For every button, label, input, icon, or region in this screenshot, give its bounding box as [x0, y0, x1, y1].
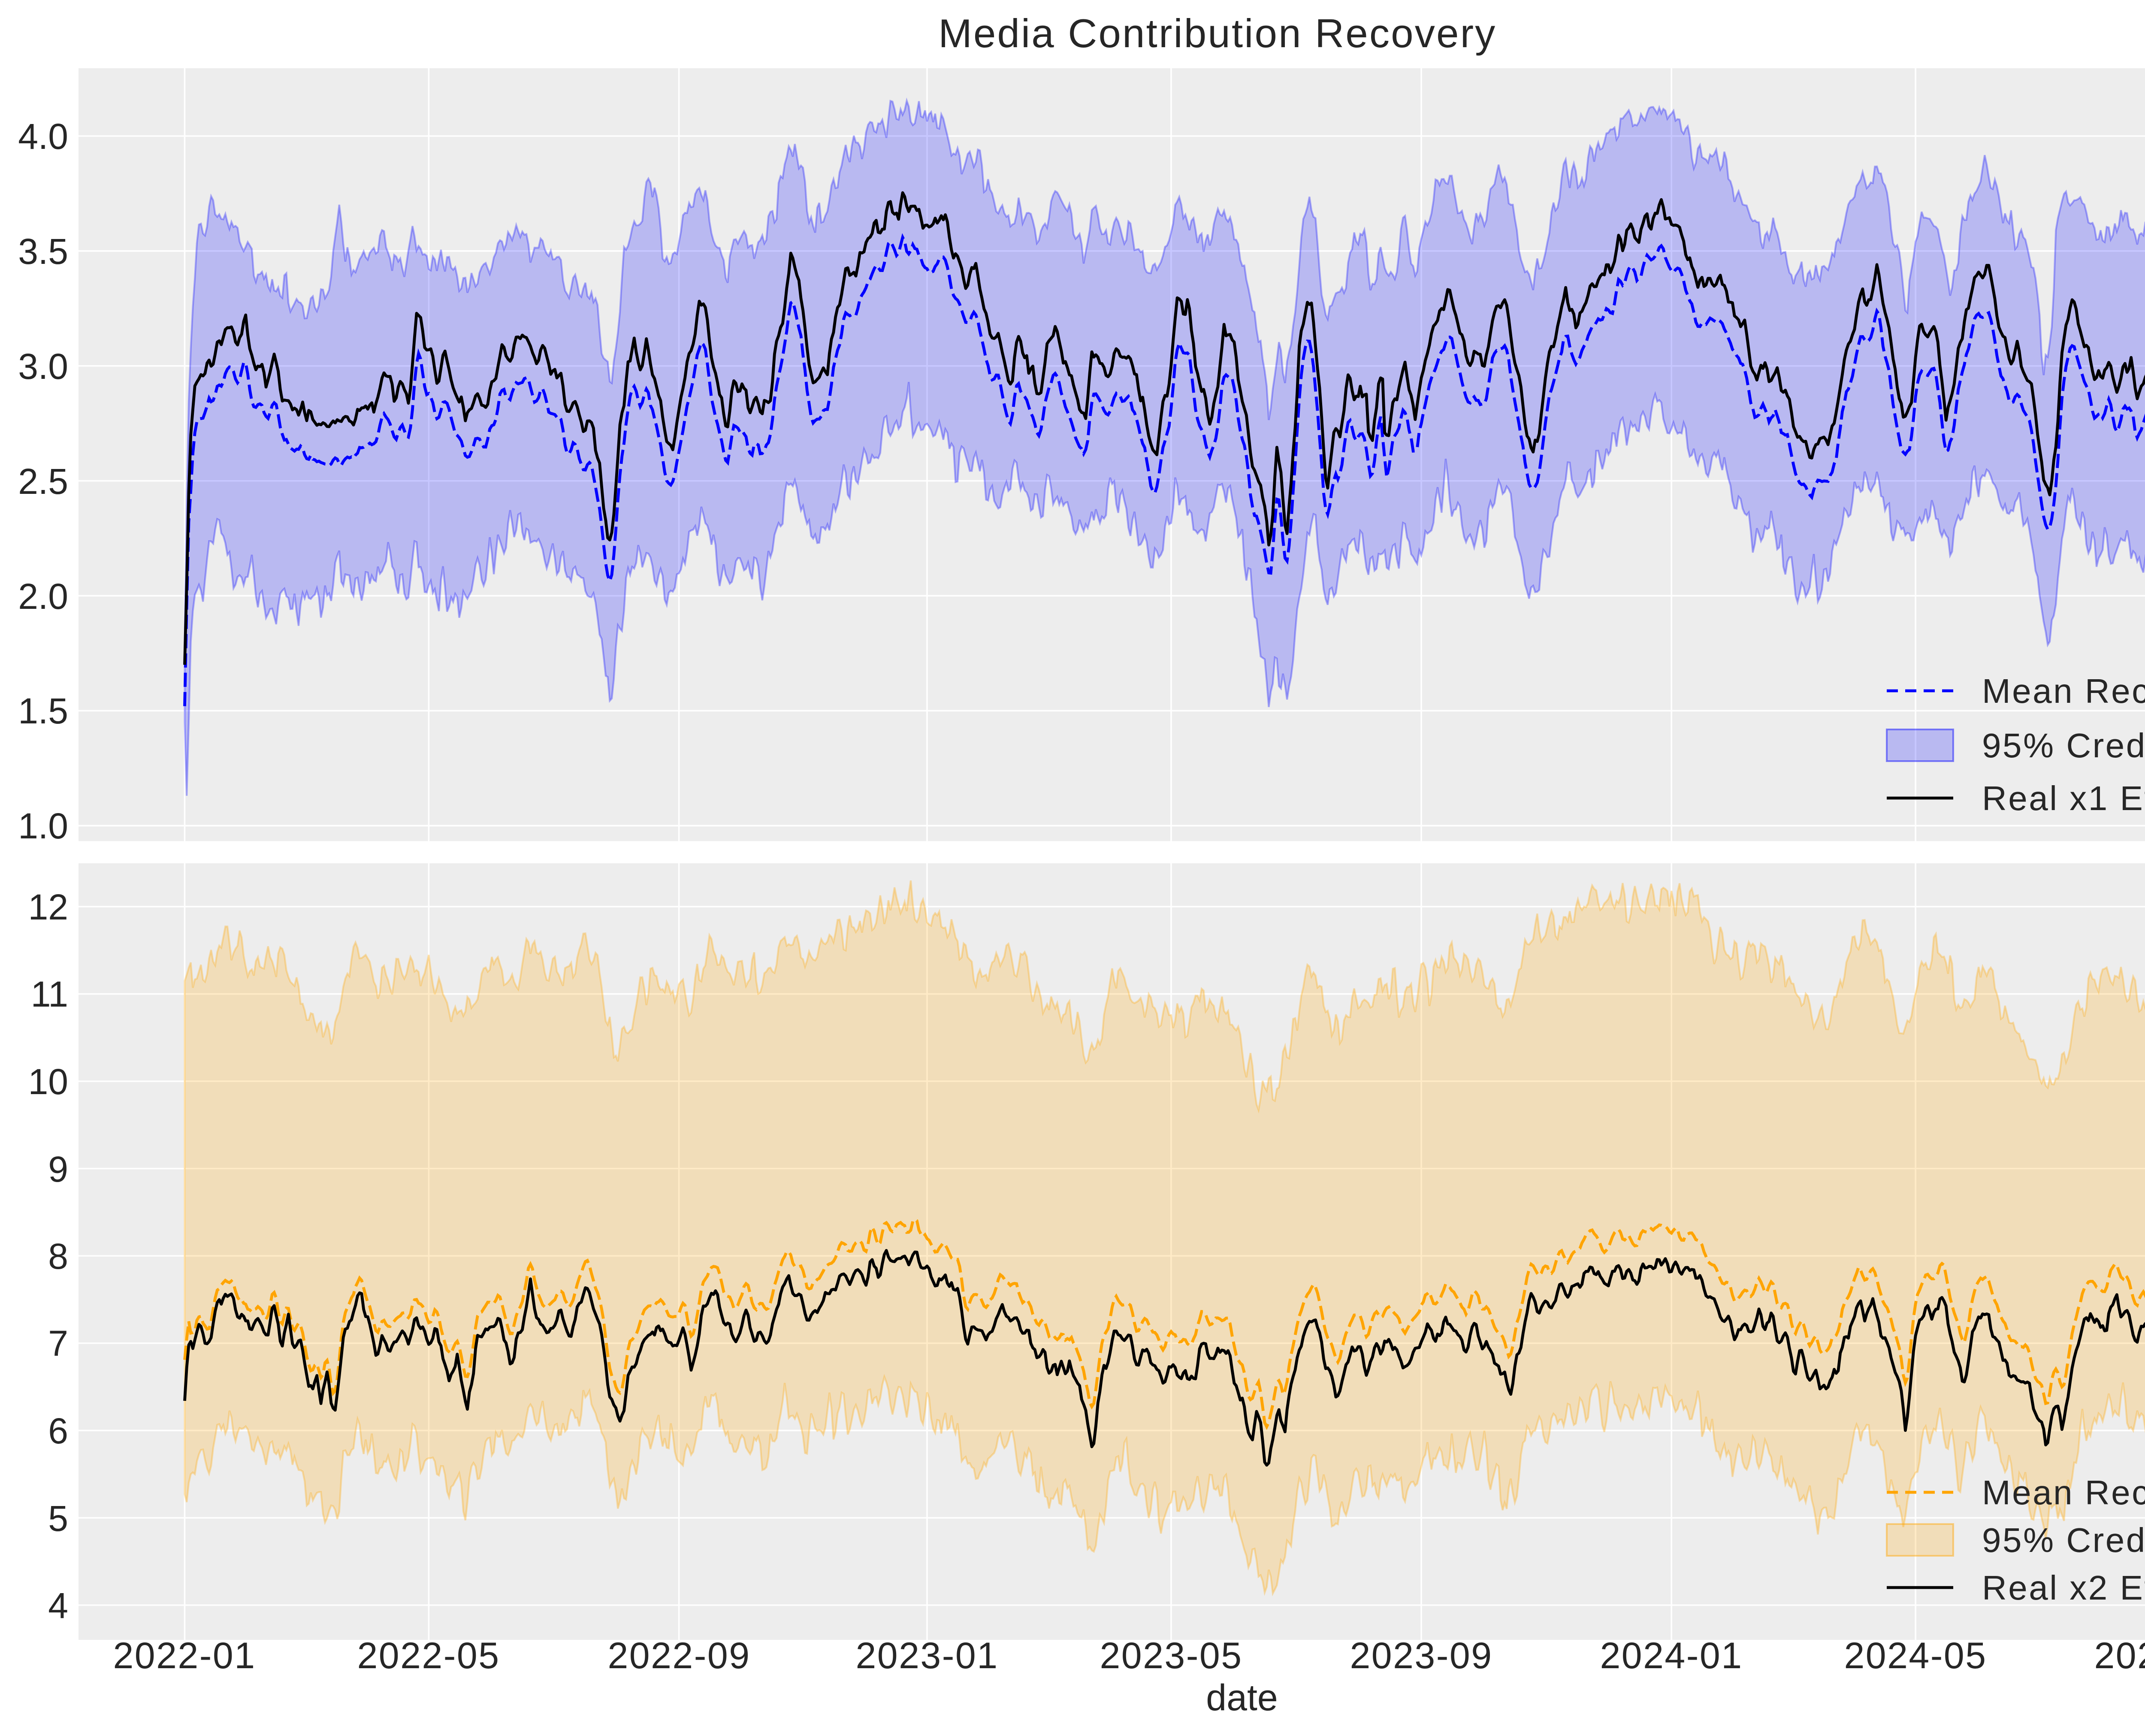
svg-text:Mean Recover x2 Effect: Mean Recover x2 Effect	[1982, 1473, 2145, 1512]
svg-text:2022-09: 2022-09	[607, 1635, 750, 1676]
svg-text:3.5: 3.5	[18, 231, 68, 272]
svg-text:2.5: 2.5	[18, 461, 68, 502]
svg-text:date: date	[1206, 1677, 1278, 1718]
svg-text:2024-01: 2024-01	[1600, 1635, 1743, 1676]
svg-text:95% Credible Interval: 95% Credible Interval	[1982, 726, 2145, 765]
svg-text:3.0: 3.0	[18, 346, 68, 387]
svg-text:2024-09: 2024-09	[2094, 1635, 2145, 1676]
svg-text:1.0: 1.0	[18, 806, 68, 846]
svg-text:2022-01: 2022-01	[113, 1635, 256, 1676]
svg-text:95% Credible Interval: 95% Credible Interval	[1982, 1521, 2145, 1559]
svg-text:8: 8	[48, 1236, 68, 1276]
svg-text:Mean Recover x1 Effect: Mean Recover x1 Effect	[1982, 672, 2145, 710]
svg-text:2023-09: 2023-09	[1350, 1635, 1492, 1676]
svg-text:12: 12	[28, 887, 68, 927]
svg-text:10: 10	[28, 1062, 68, 1102]
svg-text:5: 5	[48, 1498, 68, 1539]
svg-text:Real x2 Effect: Real x2 Effect	[1982, 1569, 2145, 1607]
svg-text:1.5: 1.5	[18, 691, 68, 731]
svg-text:Media Contribution Recovery: Media Contribution Recovery	[938, 11, 1496, 56]
svg-text:2022-05: 2022-05	[357, 1635, 500, 1676]
svg-text:11: 11	[31, 974, 68, 1014]
svg-text:2024-05: 2024-05	[1844, 1635, 1987, 1676]
svg-text:9: 9	[48, 1149, 68, 1189]
svg-text:7: 7	[48, 1323, 68, 1364]
svg-text:Real x1 Effect: Real x1 Effect	[1982, 779, 2145, 817]
svg-text:4: 4	[48, 1585, 68, 1626]
svg-text:6: 6	[48, 1411, 68, 1451]
svg-text:4.0: 4.0	[18, 116, 68, 157]
svg-text:2023-01: 2023-01	[855, 1635, 998, 1676]
svg-text:2023-05: 2023-05	[1100, 1635, 1242, 1676]
svg-text:2.0: 2.0	[18, 576, 68, 617]
